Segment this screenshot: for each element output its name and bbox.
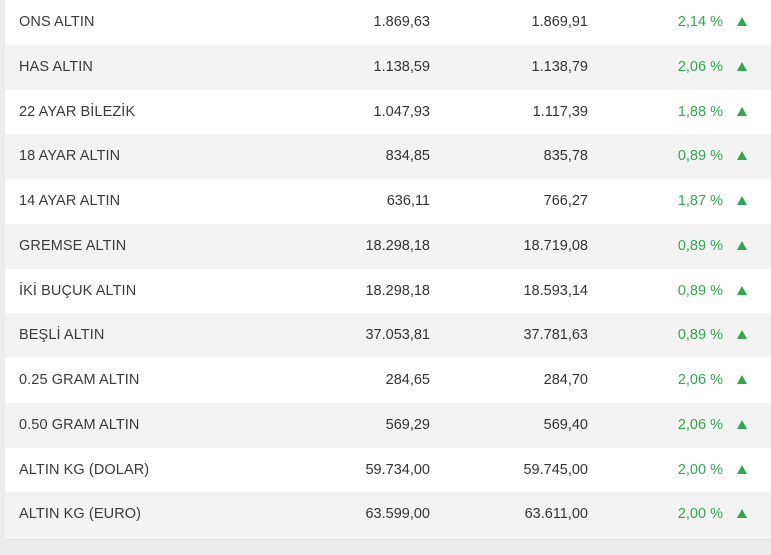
gold-type-name: GREMSE ALTIN <box>19 238 127 254</box>
table-row[interactable]: 18 AYAR ALTIN 834,85 835,78 0,89 % <box>5 134 771 179</box>
sell-price: 18.593,14 <box>523 283 588 299</box>
change-percent: 2,06 % <box>677 59 723 75</box>
table-row[interactable]: ONS ALTIN 1.869,63 1.869,91 2,14 % <box>5 0 771 45</box>
table-row[interactable]: HAS ALTIN 1.138,59 1.138,79 2,06 % <box>5 45 771 90</box>
up-triangle-icon <box>737 196 747 205</box>
buy-price: 18.298,18 <box>365 283 430 299</box>
sell-price: 1.138,79 <box>531 59 588 75</box>
up-triangle-icon <box>737 509 747 518</box>
table-row[interactable]: 0.50 GRAM ALTIN 569,29 569,40 2,06 % <box>5 403 771 448</box>
buy-price: 284,65 <box>385 372 430 388</box>
gold-type-name: 22 AYAR BİLEZİK <box>19 104 136 120</box>
gold-type-name: ALTIN KG (DOLAR) <box>19 462 150 478</box>
change-percent: 2,00 % <box>677 506 723 522</box>
gold-type-name: BEŞLİ ALTIN <box>19 327 105 343</box>
change-percent: 2,00 % <box>677 462 723 478</box>
buy-price: 37.053,81 <box>365 327 430 343</box>
change-percent: 0,89 % <box>677 327 723 343</box>
change-percent: 0,89 % <box>677 238 723 254</box>
buy-price: 636,11 <box>386 193 430 209</box>
sell-price: 1.869,91 <box>531 14 588 30</box>
table-row[interactable]: GREMSE ALTIN 18.298,18 18.719,08 0,89 % <box>5 224 771 269</box>
up-triangle-icon <box>737 465 747 474</box>
table-row[interactable]: İKİ BUÇUK ALTIN 18.298,18 18.593,14 0,89… <box>5 269 771 314</box>
table-row[interactable]: 22 AYAR BİLEZİK 1.047,93 1.117,39 1,88 % <box>5 90 771 135</box>
up-triangle-icon <box>737 286 747 295</box>
buy-price: 63.599,00 <box>365 506 430 522</box>
buy-price: 834,85 <box>385 148 430 164</box>
table-row[interactable]: 0.25 GRAM ALTIN 284,65 284,70 2,06 % <box>5 358 771 403</box>
gold-type-name: İKİ BUÇUK ALTIN <box>19 283 137 299</box>
change-percent: 2,06 % <box>677 417 723 433</box>
change-percent: 0,89 % <box>677 148 723 164</box>
change-percent: 1,88 % <box>677 104 723 120</box>
change-percent: 2,06 % <box>677 372 723 388</box>
gold-type-name: 0.25 GRAM ALTIN <box>19 372 140 388</box>
buy-price: 18.298,18 <box>365 238 430 254</box>
sell-price: 59.745,00 <box>523 462 588 478</box>
up-triangle-icon <box>737 375 747 384</box>
table-row[interactable]: ALTIN KG (EURO) 63.599,00 63.611,00 2,00… <box>5 492 771 537</box>
buy-price: 1.869,63 <box>373 14 430 30</box>
gold-type-name: ONS ALTIN <box>19 14 95 30</box>
gold-type-name: 18 AYAR ALTIN <box>19 148 121 164</box>
change-percent: 1,87 % <box>677 193 723 209</box>
sell-price: 569,40 <box>543 417 588 433</box>
table-row[interactable]: BEŞLİ ALTIN 37.053,81 37.781,63 0,89 % <box>5 313 771 358</box>
buy-price: 1.138,59 <box>373 59 430 75</box>
up-triangle-icon <box>737 62 747 71</box>
change-percent: 0,89 % <box>677 283 723 299</box>
gold-price-table: ONS ALTIN 1.869,63 1.869,91 2,14 % HAS A… <box>5 0 771 538</box>
sell-price: 18.719,08 <box>523 238 588 254</box>
up-triangle-icon <box>737 17 747 26</box>
buy-price: 569,29 <box>385 417 430 433</box>
sell-price: 63.611,00 <box>524 506 588 522</box>
sell-price: 1.117,39 <box>532 104 588 120</box>
gold-type-name: HAS ALTIN <box>19 59 93 75</box>
sell-price: 37.781,63 <box>523 327 588 343</box>
up-triangle-icon <box>737 241 747 250</box>
gold-type-name: 14 AYAR ALTIN <box>19 193 121 209</box>
change-percent: 2,14 % <box>677 14 723 30</box>
sell-price: 284,70 <box>543 372 588 388</box>
up-triangle-icon <box>737 330 747 339</box>
buy-price: 59.734,00 <box>365 462 430 478</box>
gold-type-name: ALTIN KG (EURO) <box>19 506 142 522</box>
up-triangle-icon <box>737 420 747 429</box>
sell-price: 766,27 <box>543 193 588 209</box>
up-triangle-icon <box>737 107 747 116</box>
table-row[interactable]: ALTIN KG (DOLAR) 59.734,00 59.745,00 2,0… <box>5 448 771 493</box>
sell-price: 835,78 <box>543 148 588 164</box>
buy-price: 1.047,93 <box>373 104 430 120</box>
up-triangle-icon <box>737 151 747 160</box>
gold-type-name: 0.50 GRAM ALTIN <box>19 417 140 433</box>
table-row[interactable]: 14 AYAR ALTIN 636,11 766,27 1,87 % <box>5 179 771 224</box>
